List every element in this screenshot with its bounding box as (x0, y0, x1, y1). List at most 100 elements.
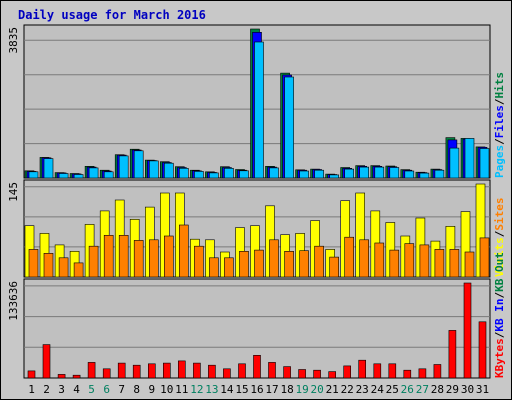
bar-pages-day-6 (103, 171, 114, 179)
side-label-item: Visits (493, 237, 506, 277)
bar-kbytes-day-20 (313, 369, 321, 379)
bar-kbytes-day-5 (87, 362, 96, 379)
x-tick-label-5: 5 (88, 383, 95, 396)
bar-pages-day-26 (404, 170, 415, 179)
bar-sites-day-6 (103, 235, 114, 278)
bar-kbytes-day-10 (163, 362, 171, 379)
bar-kbytes-day-3 (57, 374, 66, 379)
x-tick-label-23: 23 (356, 383, 369, 396)
side-label-item: KB Out (493, 252, 506, 292)
bar-sites-day-5 (88, 245, 99, 278)
bar-kbytes-day-22 (343, 365, 352, 379)
bar-kbytes-day-26 (403, 369, 412, 379)
x-tick-label-11: 11 (175, 383, 188, 396)
bar-sites-day-10 (164, 235, 174, 278)
bar-kbytes-day-11 (178, 360, 186, 379)
side-label-visits: Visits/Sites (493, 198, 506, 278)
x-tick-label-29: 29 (446, 383, 459, 396)
bar-pages-day-24 (374, 166, 385, 179)
bar-kbytes-day-31 (478, 321, 487, 379)
bar-pages-day-30 (464, 138, 475, 179)
bar-sites-day-26 (404, 243, 415, 278)
bar-sites-day-1 (28, 249, 39, 278)
x-tick-label-14: 14 (220, 383, 234, 396)
bar-pages-day-23 (359, 166, 370, 179)
x-tick-label-7: 7 (118, 383, 125, 396)
y-max-label-kbytes: 133636 (7, 281, 20, 321)
x-tick-label-16: 16 (250, 383, 263, 396)
side-label-kbytes: KBytes/KB In/KB Out (493, 252, 506, 378)
side-label-item: KB In (493, 299, 506, 332)
bar-sites-day-18 (284, 251, 294, 278)
bar-pages-day-25 (389, 167, 400, 179)
x-tick-label-10: 10 (160, 383, 173, 396)
bar-pages-day-4 (73, 174, 84, 179)
side-label-item: Hits (493, 72, 506, 99)
bar-pages-day-31 (479, 148, 490, 179)
side-label-item: Files (493, 105, 506, 138)
bar-sites-day-23 (359, 239, 370, 278)
bar-pages-day-10 (164, 162, 174, 179)
bar-pages-day-22 (344, 168, 355, 179)
bar-kbytes-day-9 (148, 363, 156, 379)
bar-kbytes-day-18 (283, 366, 291, 379)
bar-sites-day-27 (419, 244, 430, 278)
bar-sites-day-14 (224, 257, 234, 278)
bar-kbytes-day-2 (42, 344, 51, 379)
bar-sites-day-22 (344, 236, 355, 278)
bar-kbytes-day-17 (268, 362, 276, 379)
x-tick-label-22: 22 (341, 383, 354, 396)
bar-kbytes-day-24 (373, 363, 382, 379)
bar-kbytes-day-4 (72, 374, 81, 379)
bar-pages-day-20 (314, 169, 324, 179)
bar-pages-day-12 (194, 171, 204, 179)
bar-kbytes-day-16 (253, 354, 261, 379)
side-label-item: Pages (493, 145, 506, 178)
x-tick-label-17: 17 (265, 383, 278, 396)
bar-pages-day-15 (239, 170, 249, 179)
x-tick-label-3: 3 (58, 383, 65, 396)
x-tick-label-27: 27 (416, 383, 429, 396)
x-tick-label-25: 25 (386, 383, 399, 396)
x-tick-label-2: 2 (43, 383, 50, 396)
bar-sites-day-3 (58, 257, 69, 278)
x-tick-label-26: 26 (401, 383, 414, 396)
x-tick-label-1: 1 (28, 383, 35, 396)
x-tick-label-15: 15 (235, 383, 248, 396)
y-max-label-hits: 3835 (7, 27, 20, 54)
bar-sites-day-11 (179, 224, 189, 278)
bar-kbytes-day-1 (27, 370, 36, 379)
bar-sites-day-20 (314, 245, 324, 278)
bar-sites-day-17 (269, 239, 279, 278)
y-max-label-visits: 145 (7, 182, 20, 202)
bar-kbytes-day-8 (132, 364, 141, 379)
bar-sites-day-24 (374, 242, 385, 278)
bar-kbytes-day-27 (418, 368, 427, 379)
bar-pages-day-13 (209, 172, 219, 179)
bar-sites-day-2 (43, 253, 54, 278)
x-tick-label-12: 12 (190, 383, 203, 396)
bar-sites-day-15 (239, 251, 249, 278)
bar-pages-day-5 (88, 167, 99, 179)
x-tick-label-8: 8 (133, 383, 140, 396)
bar-pages-day-2 (43, 158, 54, 179)
bar-pages-day-14 (224, 168, 234, 179)
bar-kbytes-day-13 (208, 364, 216, 379)
bar-sites-day-7 (118, 235, 129, 278)
side-label-hits: Pages/Files/Hits (493, 72, 506, 178)
bar-sites-day-19 (299, 250, 309, 278)
bar-pages-day-27 (419, 172, 430, 179)
bar-pages-day-8 (133, 150, 144, 179)
bar-sites-day-29 (449, 249, 460, 278)
bar-kbytes-day-21 (328, 371, 337, 379)
bar-sites-day-13 (209, 257, 219, 278)
bar-kbytes-day-30 (463, 282, 472, 379)
bar-kbytes-day-23 (358, 359, 367, 379)
bar-kbytes-day-14 (223, 368, 231, 379)
bar-pages-day-18 (284, 76, 294, 179)
bar-pages-day-21 (329, 174, 340, 179)
bar-pages-day-1 (28, 171, 39, 179)
x-tick-label-6: 6 (103, 383, 110, 396)
x-tick-label-13: 13 (205, 383, 218, 396)
